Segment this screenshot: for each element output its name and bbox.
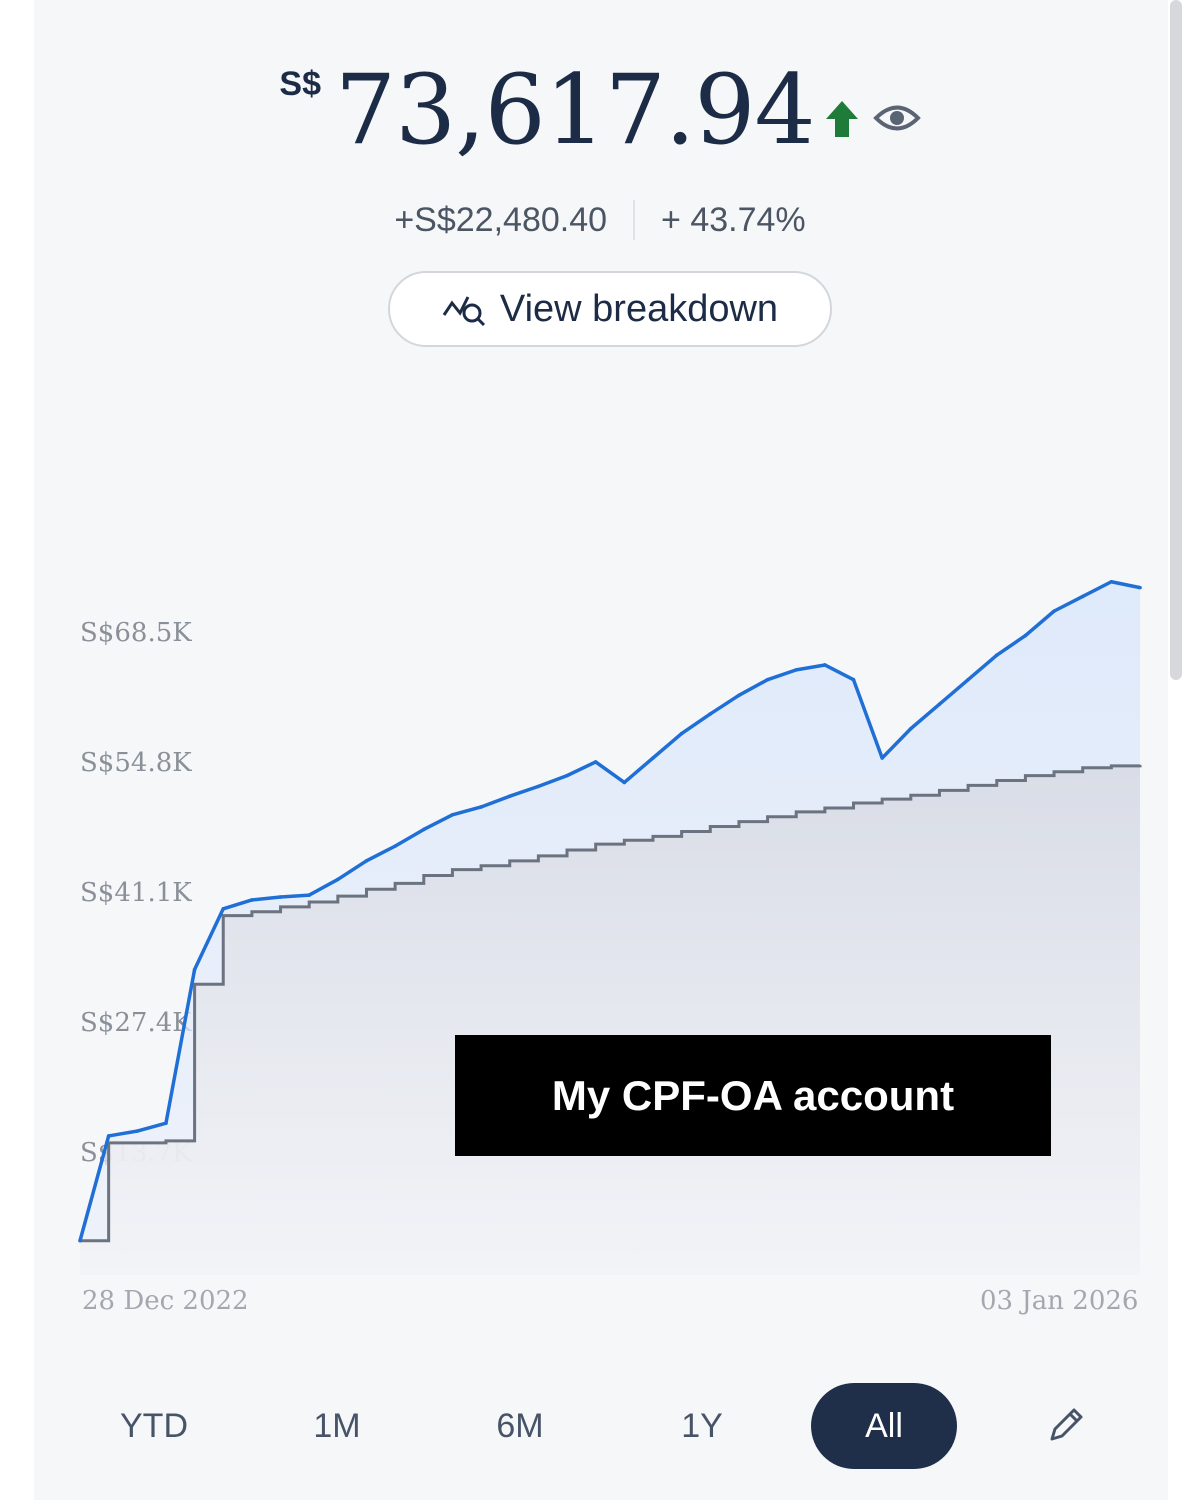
value-point xyxy=(994,653,999,657)
balance-amount: 73,617.94 xyxy=(335,54,816,166)
value-point xyxy=(823,663,827,667)
arrow-up-icon xyxy=(825,101,858,137)
value-point xyxy=(421,827,426,832)
change-percent: + 43.74% xyxy=(661,200,806,239)
value-point xyxy=(450,812,455,817)
range-1y-button[interactable]: 1Y xyxy=(681,1406,723,1445)
value-point xyxy=(737,693,741,698)
value-point xyxy=(1080,594,1085,599)
account-caption: My CPF-OA account xyxy=(455,1035,1051,1156)
pencil-icon[interactable] xyxy=(1046,1405,1086,1445)
scrollbar[interactable] xyxy=(1170,0,1182,680)
change-summary: +S$22,480.40 + 43.74% xyxy=(0,200,1200,240)
value-point xyxy=(708,712,713,716)
value-line xyxy=(78,580,1141,1242)
y-tick-label: S$41.1K xyxy=(80,878,192,908)
value-point xyxy=(106,1134,111,1138)
value-point xyxy=(250,898,254,902)
portfolio-balance: S$ 73,617.94 xyxy=(0,55,1200,165)
value-point xyxy=(336,877,340,882)
value-point xyxy=(164,1121,168,1126)
value-point xyxy=(880,756,884,760)
change-amount: +S$22,480.40 xyxy=(394,200,608,239)
value-point xyxy=(221,906,226,911)
value-point xyxy=(507,794,512,798)
range-all-button[interactable]: All xyxy=(811,1383,957,1469)
value-point xyxy=(565,773,569,778)
value-point xyxy=(78,1238,82,1243)
value-point xyxy=(622,780,627,785)
view-breakdown-label: View breakdown xyxy=(499,287,779,330)
range-6m-button[interactable]: 6M xyxy=(496,1406,544,1445)
value-point xyxy=(393,844,397,848)
value-point xyxy=(679,731,684,736)
value-point xyxy=(479,805,483,809)
value-point xyxy=(364,859,369,863)
x-start-label: 28 Dec 2022 xyxy=(82,1286,249,1316)
y-tick-label: S$68.5K xyxy=(80,618,192,648)
chart-search-icon xyxy=(442,296,485,327)
range-ytd-button[interactable]: YTD xyxy=(120,1406,188,1445)
y-tick-label: S$27.4K xyxy=(80,1008,192,1038)
value-point xyxy=(851,677,856,682)
range-1m-button[interactable]: 1M xyxy=(313,1406,361,1445)
value-point xyxy=(1109,579,1114,584)
value-point xyxy=(966,677,970,682)
currency-symbol: S$ xyxy=(279,65,321,103)
contribution-line xyxy=(80,764,1142,1243)
value-point xyxy=(794,668,799,672)
x-end-label: 03 Jan 2026 xyxy=(980,1286,1139,1316)
value-point xyxy=(1138,585,1142,590)
value-point xyxy=(909,726,913,731)
value-point xyxy=(1052,609,1056,613)
value-point xyxy=(651,756,655,760)
value-point xyxy=(192,967,197,972)
value-point xyxy=(937,702,942,706)
view-breakdown-button[interactable]: View breakdown xyxy=(388,271,832,347)
value-point xyxy=(307,893,311,897)
change-divider xyxy=(633,200,636,240)
value-point xyxy=(135,1129,140,1133)
value-point xyxy=(536,784,541,789)
value-point xyxy=(1023,633,1028,638)
eye-icon[interactable] xyxy=(872,103,921,133)
value-point xyxy=(278,895,283,899)
value-point xyxy=(593,760,598,764)
range-selector: YTD 1M 6M 1Y All xyxy=(0,1383,1200,1469)
value-point xyxy=(765,677,770,682)
y-tick-label: S$54.8K xyxy=(80,748,192,778)
